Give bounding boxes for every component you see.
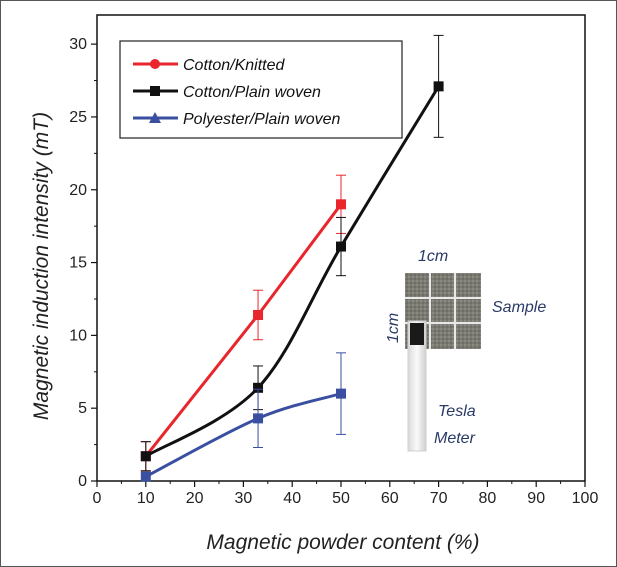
y-tick-label: 15 bbox=[69, 255, 87, 272]
x-tick-label: 50 bbox=[332, 490, 350, 507]
x-tick-label: 100 bbox=[572, 490, 599, 507]
sample-height-label: 1cm bbox=[385, 313, 402, 343]
data-point bbox=[253, 413, 264, 424]
data-point bbox=[336, 199, 346, 210]
sample-label: Sample bbox=[492, 299, 546, 316]
y-tick-label: 5 bbox=[78, 400, 87, 417]
y-tick-label: 0 bbox=[78, 473, 87, 490]
tesla-label: Tesla bbox=[438, 403, 476, 420]
x-tick-label: 90 bbox=[527, 490, 545, 507]
sample-inset: 1cm 1cm Sample Tesla Meter bbox=[385, 248, 546, 452]
data-point bbox=[253, 382, 264, 393]
legend-marker-1 bbox=[150, 86, 160, 96]
data-point bbox=[140, 451, 151, 462]
legend-label-1: Cotton/Plain woven bbox=[183, 84, 321, 101]
y-tick-label: 20 bbox=[69, 182, 87, 199]
series-line bbox=[145, 85, 440, 458]
x-axis-title: Magnetic powder content (%) bbox=[206, 531, 479, 554]
y-tick-label: 10 bbox=[69, 327, 87, 344]
x-tick-label: 30 bbox=[235, 490, 253, 507]
series-2 bbox=[140, 352, 346, 482]
legend-label-0: Cotton/Knitted bbox=[183, 57, 286, 74]
x-tick-label: 40 bbox=[283, 490, 301, 507]
x-tick-label: 80 bbox=[479, 490, 497, 507]
x-tick-label: 20 bbox=[186, 490, 204, 507]
series-line bbox=[145, 392, 342, 478]
y-axis-title: Magnetic induction intensity (mT) bbox=[30, 112, 53, 420]
legend-label-2: Polyester/Plain woven bbox=[183, 111, 341, 128]
data-point bbox=[140, 471, 151, 482]
x-tick-label: 10 bbox=[137, 490, 155, 507]
data-point bbox=[433, 81, 444, 92]
tesla-meter-probe bbox=[407, 320, 427, 452]
x-tick-label: 0 bbox=[93, 490, 102, 507]
x-tick-label: 70 bbox=[430, 490, 448, 507]
sample-grid-lines bbox=[405, 273, 481, 349]
legend-marker-2 bbox=[149, 112, 161, 123]
data-point bbox=[253, 309, 264, 320]
meter-label: Meter bbox=[434, 430, 476, 447]
series-line bbox=[144, 203, 343, 458]
legend-marker-0 bbox=[150, 59, 160, 69]
data-point bbox=[336, 388, 346, 399]
y-tick-label: 30 bbox=[69, 36, 87, 53]
probe-tip bbox=[410, 323, 424, 345]
legend: Cotton/Knitted Cotton/Plain woven Polyeste… bbox=[119, 40, 403, 139]
y-tick-label: 25 bbox=[69, 109, 87, 126]
sample-width-label: 1cm bbox=[418, 248, 448, 265]
series-1 bbox=[140, 34, 444, 472]
data-point bbox=[336, 241, 346, 252]
x-tick-label: 60 bbox=[381, 490, 399, 507]
